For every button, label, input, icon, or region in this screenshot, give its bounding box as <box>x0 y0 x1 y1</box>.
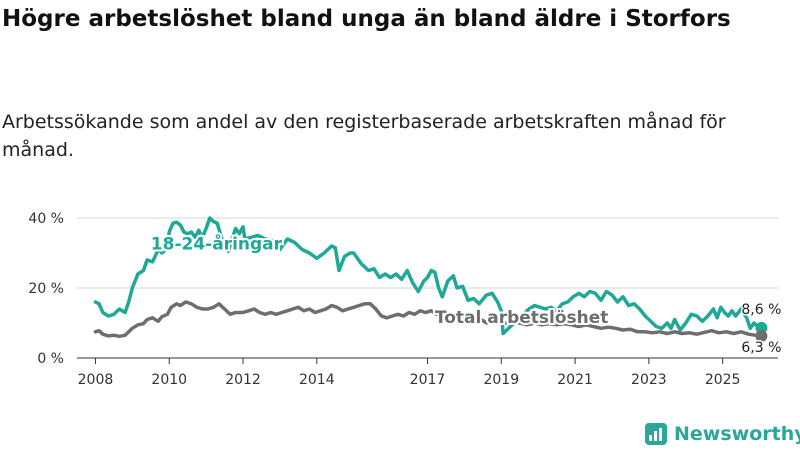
axis-layer: 0 % 20 % 40 % 2008 2010 2012 2014 2017 2019 2021 2… <box>28 211 740 388</box>
x-tick-label: 2012 <box>225 372 261 388</box>
brand-name: Newsworthy <box>674 423 800 445</box>
x-tick-label: 2017 <box>410 372 446 388</box>
newsworthy-logo: Newsworthy <box>644 420 800 448</box>
end-value-label: 8,6 % <box>741 302 781 318</box>
chart-subtitle: Arbetssökande som andel av den registerb… <box>2 111 726 161</box>
x-tick-label: 2010 <box>151 372 187 388</box>
x-tick-label: 2023 <box>631 372 667 388</box>
series-end-marker <box>755 329 768 342</box>
chart-title: Högre arbetslöshet bland unga än bland ä… <box>2 6 731 32</box>
x-tick-label: 2019 <box>483 372 519 388</box>
y-tick-label: 20 % <box>28 281 64 297</box>
end-value-label: 6,3 % <box>741 340 781 356</box>
x-tick-label: 2008 <box>78 372 114 388</box>
series-label: 18-24-åringar <box>151 233 283 255</box>
x-tick-label: 2014 <box>299 372 335 388</box>
series-label: Total arbetslöshet <box>435 308 609 328</box>
x-tick-label: 2021 <box>557 372 593 388</box>
series-line-youth <box>93 216 764 336</box>
y-tick-label: 40 % <box>28 211 64 227</box>
series-line-total <box>93 300 764 339</box>
x-tick-label: 2025 <box>705 372 741 388</box>
label-layer: 18-24-åringar 8,6 % Total arbetslöshet 6,3 … <box>149 231 783 358</box>
newsworthy-icon <box>645 423 667 445</box>
series-layer <box>93 216 768 342</box>
y-tick-label: 0 % <box>37 351 64 367</box>
